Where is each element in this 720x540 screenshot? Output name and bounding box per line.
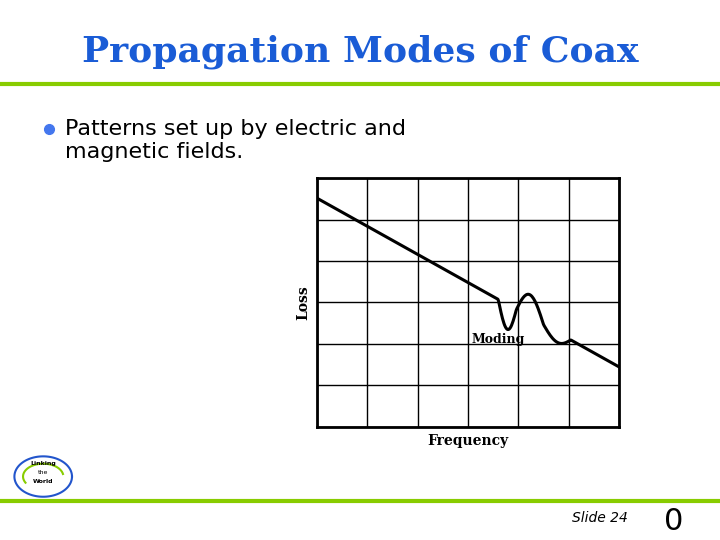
Text: magnetic fields.: magnetic fields. <box>65 142 243 163</box>
Text: Linking: Linking <box>30 461 56 466</box>
Text: the: the <box>38 470 48 475</box>
Text: Patterns set up by electric and: Patterns set up by electric and <box>65 118 406 139</box>
Text: 0: 0 <box>664 507 683 536</box>
X-axis label: Frequency: Frequency <box>428 434 508 448</box>
Y-axis label: Loss: Loss <box>296 285 310 320</box>
Text: Slide 24: Slide 24 <box>572 511 629 525</box>
Text: Moding: Moding <box>472 333 525 346</box>
Text: Propagation Modes of Coax: Propagation Modes of Coax <box>82 34 638 69</box>
Text: World: World <box>33 480 53 484</box>
